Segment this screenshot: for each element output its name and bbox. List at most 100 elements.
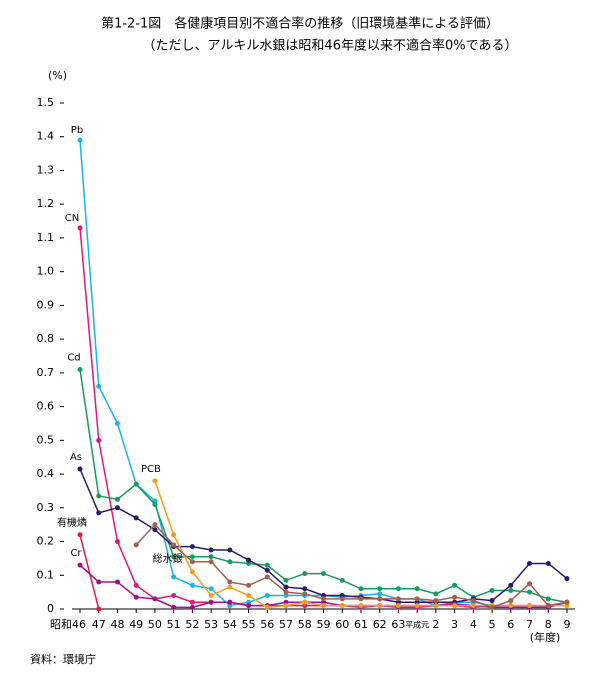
data-point [489,598,495,604]
data-point [470,598,476,604]
data-point [152,527,158,533]
y-tick-label: 0.6 [37,400,55,413]
data-point [358,603,364,609]
data-point [77,532,83,538]
y-tick-label: 1.5 [37,96,55,109]
series-label: Cr [70,548,82,559]
data-point [283,577,289,583]
chart-subtitle: （ただし、アルキル水銀は昭和46年度以来不適合率0%である） [143,38,518,54]
data-point [302,571,308,577]
y-tick-label: 0.3 [37,501,55,514]
series-label: CN [65,213,79,224]
x-tick-label: 昭和46 [50,618,86,631]
data-point [133,582,139,588]
x-tick-label: 8 [545,618,552,631]
data-point [508,598,514,604]
x-tick-label: 51 [167,618,181,631]
data-point [508,582,514,588]
data-point [189,569,195,575]
data-point [96,579,102,585]
y-tick-label: 0.2 [37,535,55,548]
data-point [302,586,308,592]
x-tick-label: 48 [110,618,124,631]
data-point [96,606,102,612]
data-point [133,481,139,487]
series-label: PCB [141,464,161,475]
series-label: Cd [67,352,80,363]
data-point [339,577,345,583]
data-point [189,559,195,565]
data-point [527,589,533,595]
data-point [246,557,252,563]
data-point [377,591,383,597]
data-point [152,596,158,602]
x-axis-label: (年度) [530,630,561,644]
data-point [377,596,383,602]
data-point [227,584,233,590]
data-point [152,478,158,484]
data-point [171,554,177,560]
data-point [264,562,270,568]
x-tick-label: 55 [242,618,256,631]
data-point [377,603,383,609]
y-tick-label: 1.0 [37,265,55,278]
data-point [114,505,120,511]
y-tick-label: 1.3 [37,163,55,176]
data-point [171,542,177,548]
data-point [208,547,214,553]
series-line [79,140,568,609]
data-point [264,574,270,580]
series-line [79,227,568,609]
x-tick-label: 47 [92,618,106,631]
data-point [358,586,364,592]
x-tick-label: 53 [204,618,218,631]
data-point [414,596,420,602]
data-point [133,515,139,521]
data-point [246,593,252,599]
data-point [545,560,551,566]
x-tick-label: 5 [489,618,496,631]
y-tick-label: 0.9 [37,298,55,311]
data-point [452,594,458,600]
y-tick-label: 0.7 [37,366,55,379]
data-point [414,603,420,609]
x-tick-label: 平成元 [405,620,429,630]
data-point [283,603,289,609]
series-label: As [70,452,82,463]
y-tick-label: 1.2 [37,197,55,210]
data-point [246,582,252,588]
data-point [96,437,102,443]
x-tick-label: 60 [335,618,349,631]
chart-title: 第1-2-1図 各健康項目別不適合率の推移（旧環境基準による評価） [101,16,499,32]
y-tick-label: 0.5 [37,433,55,446]
data-point [283,589,289,595]
data-point [264,567,270,573]
data-point [508,603,514,609]
data-point [470,603,476,609]
data-point [452,603,458,609]
data-point [264,604,270,610]
x-tick-label: 9 [564,618,571,631]
data-point [527,581,533,587]
data-point [114,539,120,545]
data-point [227,579,233,585]
data-point [189,604,195,610]
data-point [377,586,383,592]
data-point [395,596,401,602]
x-tick-label: 49 [129,618,143,631]
data-point [208,586,214,592]
x-tick-label: 54 [223,618,237,631]
data-point [152,522,158,528]
data-point [527,603,533,609]
data-point [283,584,289,590]
x-tick-label: 7 [526,618,533,631]
data-point [77,562,83,568]
series-line [79,468,568,604]
data-point [508,587,514,593]
data-point [208,554,214,560]
data-point [227,547,233,553]
data-point [489,604,495,610]
x-tick-label: 58 [298,618,312,631]
y-axis-label: (%) [48,69,67,82]
data-point [77,466,83,472]
